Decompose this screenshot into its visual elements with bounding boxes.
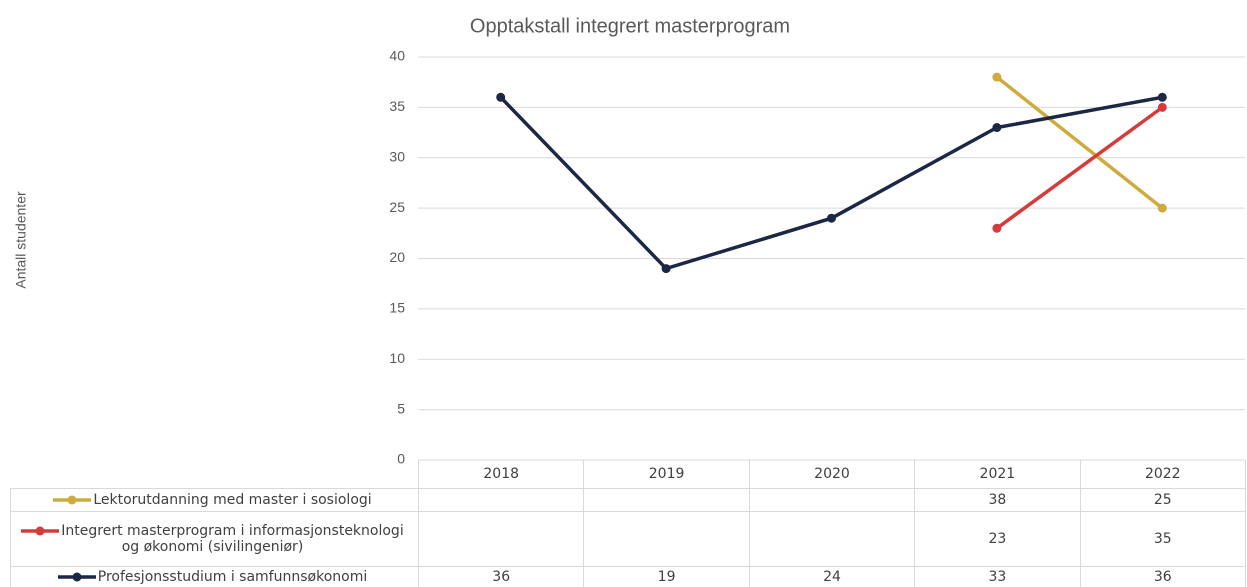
legend-label: Profesjonsstudium i samfunnsøkonomi xyxy=(97,568,368,585)
y-tick-label: 0 xyxy=(397,451,405,467)
series-line xyxy=(995,75,1164,210)
table-value: 23 xyxy=(914,510,1081,567)
series-line xyxy=(499,95,1163,271)
table-row: Lektorutdanning med master i sosiologi 38… xyxy=(10,487,1246,512)
x-tick-label: 2022 xyxy=(1079,460,1246,489)
data-point xyxy=(496,92,506,102)
y-tick-label: 10 xyxy=(389,350,405,366)
table-value: 36 xyxy=(417,565,585,587)
y-tick-label: 15 xyxy=(389,300,405,316)
data-point xyxy=(992,72,1002,82)
legend-label: Integrert masterprogram i informasjonste… xyxy=(61,522,404,555)
y-tick-label: 30 xyxy=(389,148,405,164)
table-value xyxy=(583,487,750,512)
y-tick-label: 20 xyxy=(389,249,405,265)
x-tick-label: 2020 xyxy=(748,460,916,489)
legend-cell: Profesjonsstudium i samfunnsøkonomi xyxy=(10,565,419,587)
table-value: 24 xyxy=(748,565,916,587)
legend-dot xyxy=(67,495,77,504)
data-point xyxy=(661,264,671,274)
data-point xyxy=(1157,92,1167,102)
table-value: 35 xyxy=(1079,510,1246,567)
data-point xyxy=(992,123,1002,133)
x-tick-label: 2021 xyxy=(914,460,1081,489)
table-value: 19 xyxy=(583,565,750,587)
data-point xyxy=(827,213,836,223)
data-point xyxy=(1157,102,1167,112)
legend-label: Lektorutdanning med master i sosiologi xyxy=(93,491,372,508)
data-point xyxy=(992,223,1002,233)
legend-cell: Integrert masterprogram i informasjonste… xyxy=(10,510,419,567)
x-tick-label: 2018 xyxy=(417,460,585,489)
legend-marker xyxy=(21,526,60,535)
legend-dot xyxy=(72,572,82,581)
legend-marker xyxy=(57,572,96,581)
legend-marker xyxy=(53,495,92,504)
chart-title: Opptakstall integrert masterprogram xyxy=(470,15,790,37)
y-axis-title: Antall studenter xyxy=(13,191,29,289)
data-table: 2018 2019 2020 2021 2022 Lektorutdanning med … xyxy=(10,460,1246,587)
table-value xyxy=(748,487,916,512)
legend-dot xyxy=(35,526,45,535)
table-value xyxy=(417,510,585,567)
y-tick-label: 5 xyxy=(397,400,405,416)
table-value xyxy=(748,510,916,567)
table-header-row: 2018 2019 2020 2021 2022 xyxy=(11,460,1246,489)
legend-cell: Lektorutdanning med master i sosiologi xyxy=(10,487,419,512)
table-row: Profesjonsstudium i samfunnsøkonomi 36 19 2… xyxy=(10,565,1246,587)
table-value: 25 xyxy=(1079,487,1246,512)
y-tick-label: 25 xyxy=(389,199,405,215)
data-point xyxy=(1157,203,1167,213)
table-row: Integrert masterprogram i informasjonste… xyxy=(10,510,1246,567)
y-tick-label: 35 xyxy=(389,98,405,114)
y-tick-label: 40 xyxy=(389,48,405,64)
table-value: 38 xyxy=(914,487,1081,512)
x-tick-label: 2019 xyxy=(583,460,750,489)
table-corner xyxy=(11,460,419,488)
table-value xyxy=(417,487,585,512)
table-value: 36 xyxy=(1079,565,1246,587)
table-value: 33 xyxy=(914,565,1081,587)
table-value xyxy=(583,510,750,567)
series-line xyxy=(995,105,1164,230)
